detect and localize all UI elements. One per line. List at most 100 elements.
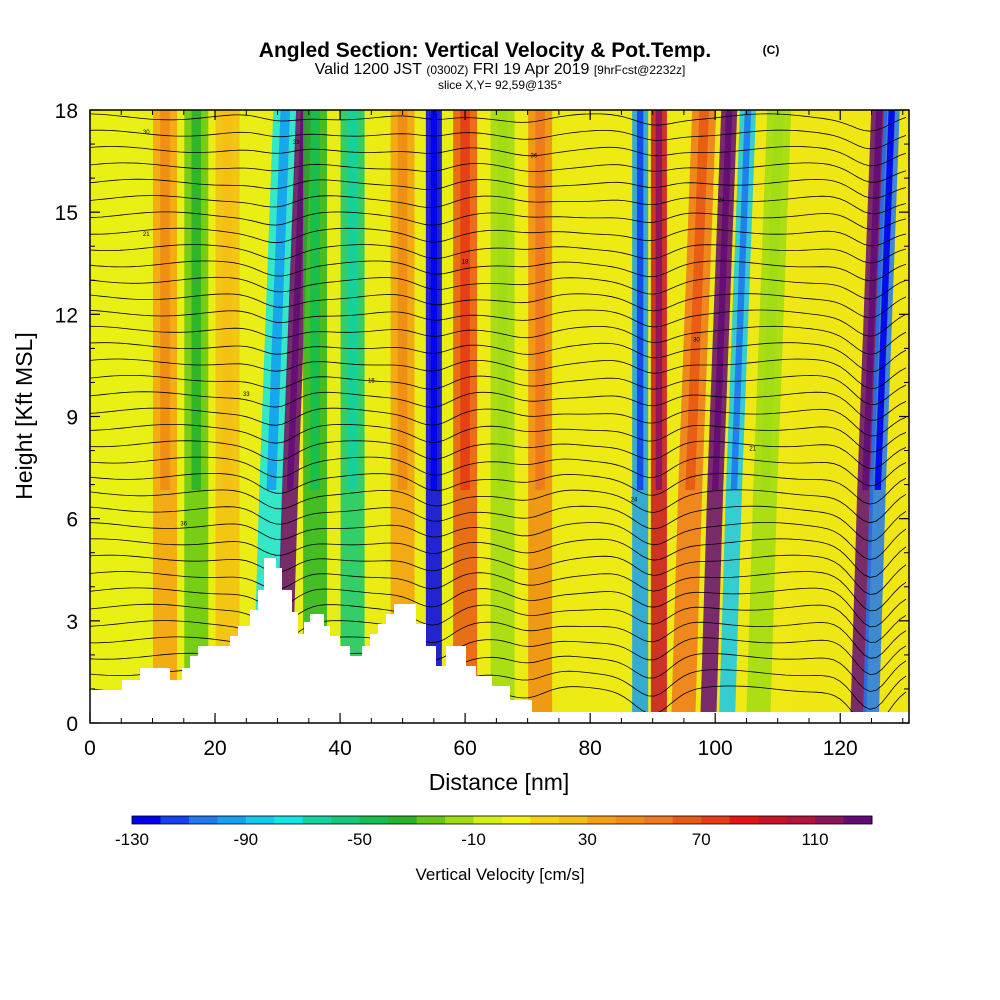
colorbar-frame — [131, 815, 873, 825]
colorbar-swatch — [701, 816, 731, 824]
colorbar-swatch — [843, 816, 873, 824]
theta-contour — [90, 489, 907, 524]
theta-contour — [90, 342, 907, 373]
theta-contour — [90, 293, 907, 319]
x-axis-title: Distance [nm] — [429, 769, 570, 795]
colorbar-swatch — [302, 816, 332, 824]
plot-area: 30 33 36 24 21 18 15 30 33 36 24 21 — [90, 110, 909, 723]
theta-contour — [90, 162, 907, 183]
colorbar-tick-label: 70 — [692, 830, 711, 849]
x-tick-label: 40 — [328, 737, 351, 760]
y-tick-label: 18 — [55, 100, 78, 123]
colorbar-swatch — [188, 816, 218, 824]
velocity-streak-core — [266, 110, 291, 491]
velocity-streak-core — [460, 110, 470, 491]
colorbar-swatch — [558, 816, 588, 824]
theta-contour — [90, 423, 907, 453]
theta-contour — [90, 603, 907, 643]
colorbar-title: Vertical Velocity [cm/s] — [415, 865, 584, 884]
colorbar-swatch — [416, 816, 446, 824]
contour-label: 24 — [631, 498, 638, 504]
contour-label: 33 — [293, 140, 300, 146]
colorbar-swatch — [388, 816, 418, 824]
theta-contour — [90, 554, 907, 595]
velocity-streak-core — [222, 110, 233, 491]
colorbar-swatch — [331, 816, 361, 824]
velocity-streak-core — [711, 110, 733, 491]
colorbar-swatch — [615, 816, 645, 824]
theta-contour — [90, 358, 907, 389]
velocity-streak-core — [730, 110, 752, 491]
theta-contour — [90, 472, 907, 505]
colorbar-swatch — [530, 816, 560, 824]
title-unit: (C) — [763, 43, 780, 57]
theta-contour — [90, 456, 907, 487]
theta-contour — [90, 571, 907, 612]
theta-contour — [90, 113, 907, 132]
theta-contour — [90, 620, 907, 659]
x-tick-label: 120 — [823, 737, 858, 760]
colorbar-tick-label: -130 — [115, 830, 149, 849]
theta-contour — [90, 129, 907, 150]
contour-label: 18 — [462, 259, 469, 265]
colorbar-tick-label: 110 — [802, 830, 829, 849]
colorbar-swatch — [359, 816, 389, 824]
colorbar-tick-label: 30 — [578, 830, 597, 849]
theta-contour — [90, 522, 907, 561]
colorbar-tick-label: -90 — [234, 830, 259, 849]
chart-title: Angled Section: Vertical Velocity & Pot.… — [259, 39, 711, 62]
theta-contour — [90, 538, 907, 578]
y-tick-label: 12 — [55, 304, 78, 327]
colorbar-swatch — [245, 816, 275, 824]
chart-subtitle: Valid 1200 JST (0300Z) FRI 19 Apr 2019 [… — [315, 61, 686, 78]
y-tick-label: 6 — [66, 509, 78, 532]
theta-contour — [90, 440, 907, 470]
colorbar-tick-label: -10 — [461, 830, 486, 849]
theta-contour — [90, 276, 907, 300]
x-tick-label: 80 — [578, 737, 601, 760]
contour-label: 36 — [531, 154, 538, 160]
y-tick-label: 0 — [66, 713, 78, 736]
colorbar-swatch — [672, 816, 702, 824]
velocity-streak-core — [310, 110, 320, 491]
theta-contour — [90, 260, 907, 282]
colorbar-swatch — [217, 816, 247, 824]
velocity-streak-core — [191, 110, 202, 491]
velocity-streak-core — [874, 110, 895, 491]
velocity-streak-core — [862, 110, 883, 491]
y-tick-label: 3 — [66, 611, 78, 634]
colorbar-swatch — [132, 816, 161, 824]
velocity-streak-core — [430, 110, 438, 491]
colorbar-swatch — [644, 816, 674, 824]
terrain-mask — [90, 558, 909, 723]
x-tick-label: 0 — [84, 737, 96, 760]
colorbar-swatch — [445, 816, 475, 824]
theta-contour — [90, 211, 907, 230]
slice-label: slice X,Y= 92,59@135° — [438, 78, 562, 92]
contour-label: 30 — [693, 338, 700, 344]
contour-label: 24 — [718, 198, 725, 204]
theta-contour — [90, 146, 907, 167]
y-axis-title: Height [Kft MSL] — [11, 332, 37, 499]
theta-contour — [90, 178, 907, 199]
theta-contour — [90, 391, 907, 421]
colorbar-swatch — [758, 816, 788, 824]
theta-contour — [90, 636, 907, 676]
velocity-streak-core — [160, 110, 170, 491]
theta-contour — [90, 309, 907, 337]
velocity-streak-core — [655, 110, 663, 491]
colorbar-swatch — [502, 816, 531, 824]
contour-label: 33 — [243, 392, 250, 398]
theta-contour — [90, 374, 907, 405]
velocity-streak-core — [636, 110, 644, 491]
colorbar-swatch — [729, 816, 759, 824]
colorbar-tick-label: -50 — [347, 830, 372, 849]
theta-contour — [90, 587, 907, 628]
velocity-streak-core — [397, 110, 408, 491]
contour-label: 36 — [180, 521, 187, 527]
y-tick-label: 15 — [55, 202, 78, 225]
theta-contour — [90, 325, 907, 355]
theta-contour — [90, 195, 907, 215]
